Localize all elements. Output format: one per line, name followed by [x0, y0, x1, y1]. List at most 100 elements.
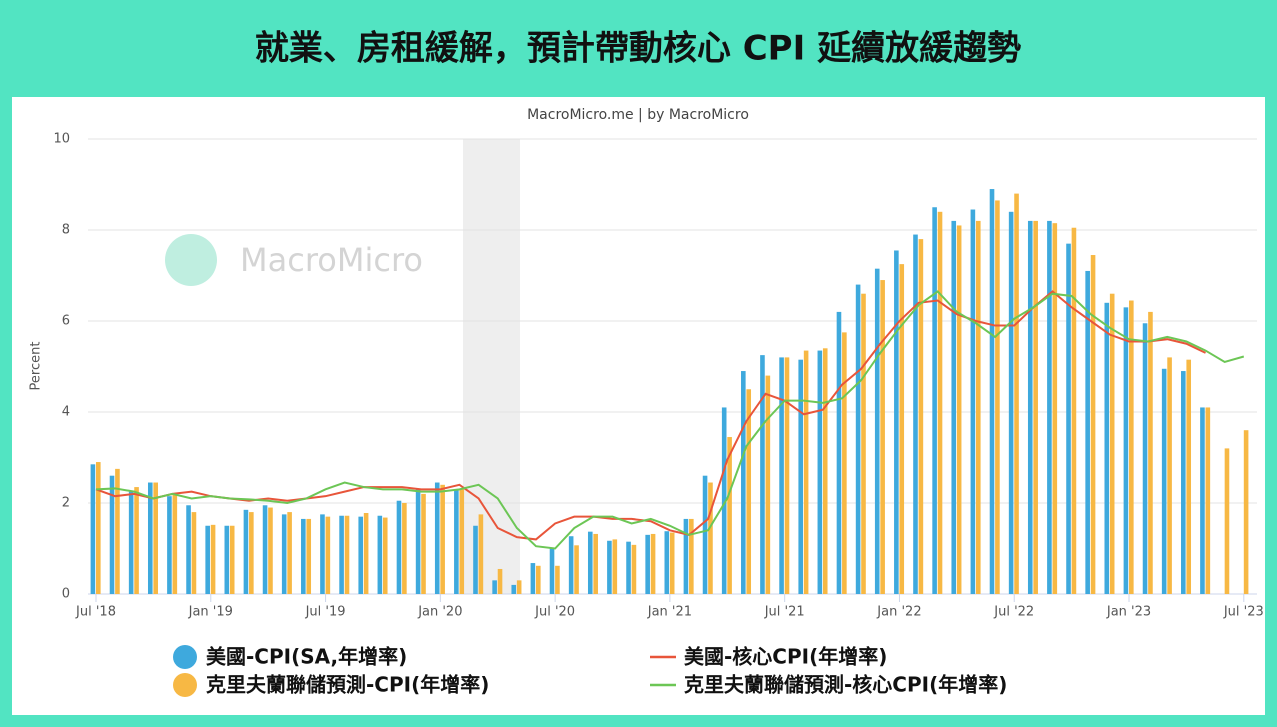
bar	[1104, 302, 1110, 594]
bar	[382, 517, 388, 594]
bar	[607, 540, 612, 594]
bar	[1243, 430, 1249, 594]
bar	[167, 496, 172, 594]
x-tick-label: Jan '23	[1106, 605, 1151, 620]
bar	[995, 200, 1000, 595]
bar	[1047, 220, 1052, 594]
bar	[784, 357, 790, 594]
bar	[1027, 220, 1033, 594]
bar	[1066, 243, 1071, 594]
bar	[115, 468, 120, 594]
bar	[402, 503, 407, 594]
bar	[320, 514, 325, 594]
bar	[377, 515, 383, 594]
bar	[530, 563, 536, 594]
bar	[358, 516, 364, 594]
y-tick-label: 6	[62, 314, 70, 329]
bar	[836, 311, 842, 594]
bar	[134, 487, 139, 594]
bar	[568, 536, 574, 594]
bar	[975, 220, 981, 594]
x-tick-label: Jan '21	[647, 605, 692, 620]
bar	[1181, 371, 1186, 594]
bar	[1014, 193, 1019, 594]
bar	[555, 565, 560, 594]
bar	[1224, 448, 1230, 594]
legend-label: 美國-核心CPI(年增率)	[684, 645, 887, 669]
bar	[1167, 357, 1172, 594]
bar	[937, 211, 943, 595]
bar	[650, 533, 656, 594]
chart-title: 就業、房租緩解，預計帶動核心 CPI 延續放緩趨勢	[255, 29, 1021, 69]
bar	[689, 518, 694, 594]
x-tick-label: Jan '22	[876, 605, 921, 620]
bar	[344, 515, 350, 594]
bar	[822, 348, 828, 594]
bar	[1033, 220, 1038, 594]
bar	[746, 389, 752, 594]
x-tick-label: Jul '23	[1223, 605, 1264, 620]
legend-label: 克里夫蘭聯儲預測-CPI(年增率)	[206, 673, 489, 697]
bar	[855, 284, 861, 594]
bar	[880, 280, 885, 594]
bar	[817, 350, 823, 594]
bar	[1071, 227, 1077, 594]
bar	[210, 524, 216, 594]
bar	[721, 407, 727, 594]
watermark: MacroMicro	[240, 241, 423, 279]
bar	[989, 189, 995, 595]
bar	[440, 484, 445, 594]
bar	[128, 491, 134, 594]
y-tick-label: 8	[62, 223, 70, 238]
bar	[249, 512, 254, 594]
bar	[549, 548, 555, 594]
bar	[415, 489, 421, 594]
bar	[172, 493, 178, 594]
recession-shade	[463, 139, 520, 594]
bar	[1205, 407, 1211, 594]
bar	[516, 580, 522, 594]
bar	[492, 580, 497, 594]
bar	[803, 350, 809, 594]
bar	[664, 531, 670, 594]
bar	[147, 482, 153, 594]
bar	[287, 512, 292, 594]
bar	[1129, 300, 1134, 594]
bar	[268, 507, 273, 594]
bar	[593, 533, 598, 594]
bar	[186, 505, 191, 594]
bar	[626, 541, 631, 594]
y-tick-label: 0	[62, 587, 70, 602]
bar	[1123, 307, 1129, 594]
bar	[913, 234, 918, 595]
line	[95, 290, 1206, 541]
bar	[90, 464, 96, 594]
bar	[1109, 293, 1115, 594]
bar	[109, 475, 115, 594]
bar	[1200, 407, 1205, 594]
bar	[631, 544, 637, 594]
chart-subtitle: MacroMicro.me | by MacroMicro	[527, 107, 749, 123]
bar	[669, 532, 675, 594]
bar	[894, 250, 899, 594]
x-tick-label: Jul '20	[534, 605, 575, 620]
bar	[421, 493, 426, 594]
x-tick-label: Jul '18	[75, 605, 116, 620]
legend-swatch	[173, 673, 197, 697]
bar	[96, 462, 101, 594]
bar	[535, 565, 541, 594]
x-tick-label: Jul '21	[764, 605, 805, 620]
bar	[243, 509, 249, 594]
line	[95, 290, 1245, 550]
bar	[702, 475, 708, 594]
bar	[842, 332, 847, 594]
y-tick-label: 2	[62, 496, 70, 511]
bar	[434, 482, 440, 594]
bar	[587, 531, 593, 594]
bar	[951, 220, 957, 594]
bar	[497, 568, 503, 594]
bar	[760, 355, 765, 594]
bar	[727, 437, 732, 594]
bar	[899, 264, 905, 594]
